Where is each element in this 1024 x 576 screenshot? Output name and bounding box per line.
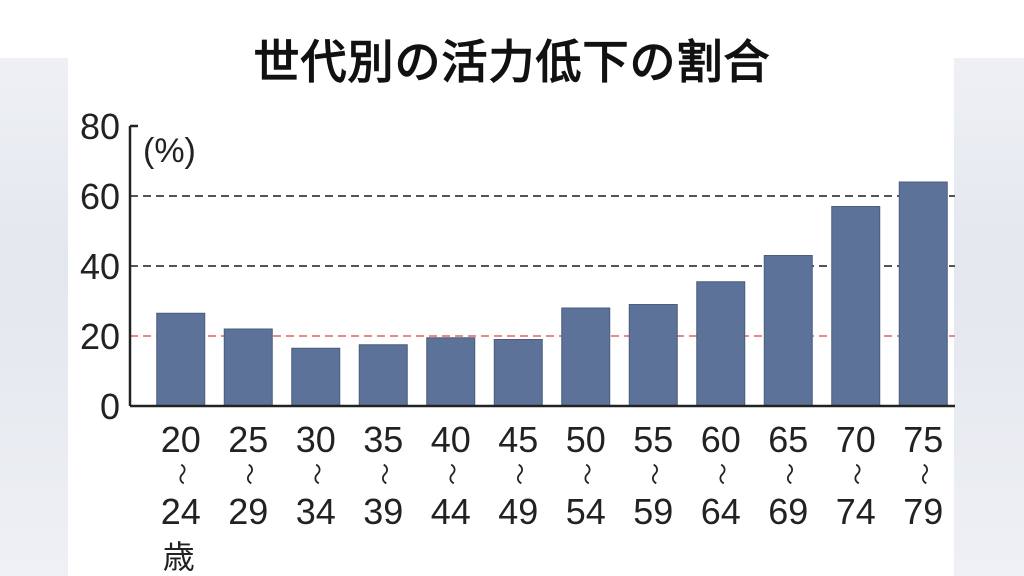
- bar-35-39: [358, 344, 408, 407]
- x-label-end-74: 74: [836, 491, 876, 532]
- x-label-end-49: 49: [498, 491, 538, 532]
- x-label-end-54: 54: [566, 491, 606, 532]
- x-label-end-34: 34: [296, 491, 336, 532]
- x-label-end-69: 69: [768, 491, 808, 532]
- bar-25-29: [223, 328, 273, 407]
- x-label-range-mark: ～: [169, 463, 194, 485]
- x-label-range-mark: ～: [641, 463, 666, 485]
- x-label-range-mark: ～: [911, 463, 936, 485]
- bar-65-69: [763, 255, 813, 407]
- x-label-end-79: 79: [903, 491, 943, 532]
- bar-75-79: [898, 181, 948, 407]
- bar-60-64: [696, 281, 746, 407]
- bar-40-44: [426, 337, 476, 407]
- y-tick-label-80: 80: [80, 106, 120, 147]
- x-label-range-mark: ～: [236, 463, 261, 485]
- x-label-end-29: 29: [228, 491, 268, 532]
- chart-title: 世代別の活力低下の割合: [253, 35, 771, 89]
- x-label-start-75: 75: [903, 419, 943, 460]
- left-background-panel: [0, 58, 68, 576]
- x-label-range-mark: ～: [776, 463, 801, 485]
- x-label-start-65: 65: [768, 419, 808, 460]
- x-label-range-mark: ～: [574, 463, 599, 485]
- x-label-range-mark: ～: [844, 463, 869, 485]
- x-label-start-40: 40: [431, 419, 471, 460]
- x-label-start-70: 70: [836, 419, 876, 460]
- x-label-start-25: 25: [228, 419, 268, 460]
- x-label-end-39: 39: [363, 491, 403, 532]
- x-label-range-mark: ～: [304, 463, 329, 485]
- y-tick-label-40: 40: [80, 246, 120, 287]
- x-label-range-mark: ～: [439, 463, 464, 485]
- x-label-end-59: 59: [633, 491, 673, 532]
- right-background-panel: [954, 58, 1024, 576]
- x-label-range-mark: ～: [506, 463, 531, 485]
- bar-70-74: [831, 206, 881, 407]
- y-tick-label-20: 20: [80, 316, 120, 357]
- x-label-start-35: 35: [363, 419, 403, 460]
- x-label-end-24: 24: [161, 491, 201, 532]
- x-label-range-mark: ～: [371, 463, 396, 485]
- x-label-start-30: 30: [296, 419, 336, 460]
- x-label-end-64: 64: [701, 491, 741, 532]
- x-label-start-45: 45: [498, 419, 538, 460]
- x-label-end-44: 44: [431, 491, 471, 532]
- x-label-start-60: 60: [701, 419, 741, 460]
- x-label-start-20: 20: [161, 419, 201, 460]
- unit-label: (%): [143, 132, 196, 170]
- bar-50-54: [561, 307, 611, 407]
- x-label-start-55: 55: [633, 419, 673, 460]
- bar-20-24: [156, 312, 206, 407]
- bar-30-34: [291, 347, 341, 407]
- bar-55-59: [628, 304, 678, 407]
- y-tick-label-60: 60: [80, 176, 120, 217]
- x-label-range-mark: ～: [709, 463, 734, 485]
- y-tick-label-0: 0: [100, 386, 120, 427]
- bar-45-49: [493, 339, 543, 407]
- x-label-unit-suffix: 歳: [163, 539, 195, 575]
- x-label-start-50: 50: [566, 419, 606, 460]
